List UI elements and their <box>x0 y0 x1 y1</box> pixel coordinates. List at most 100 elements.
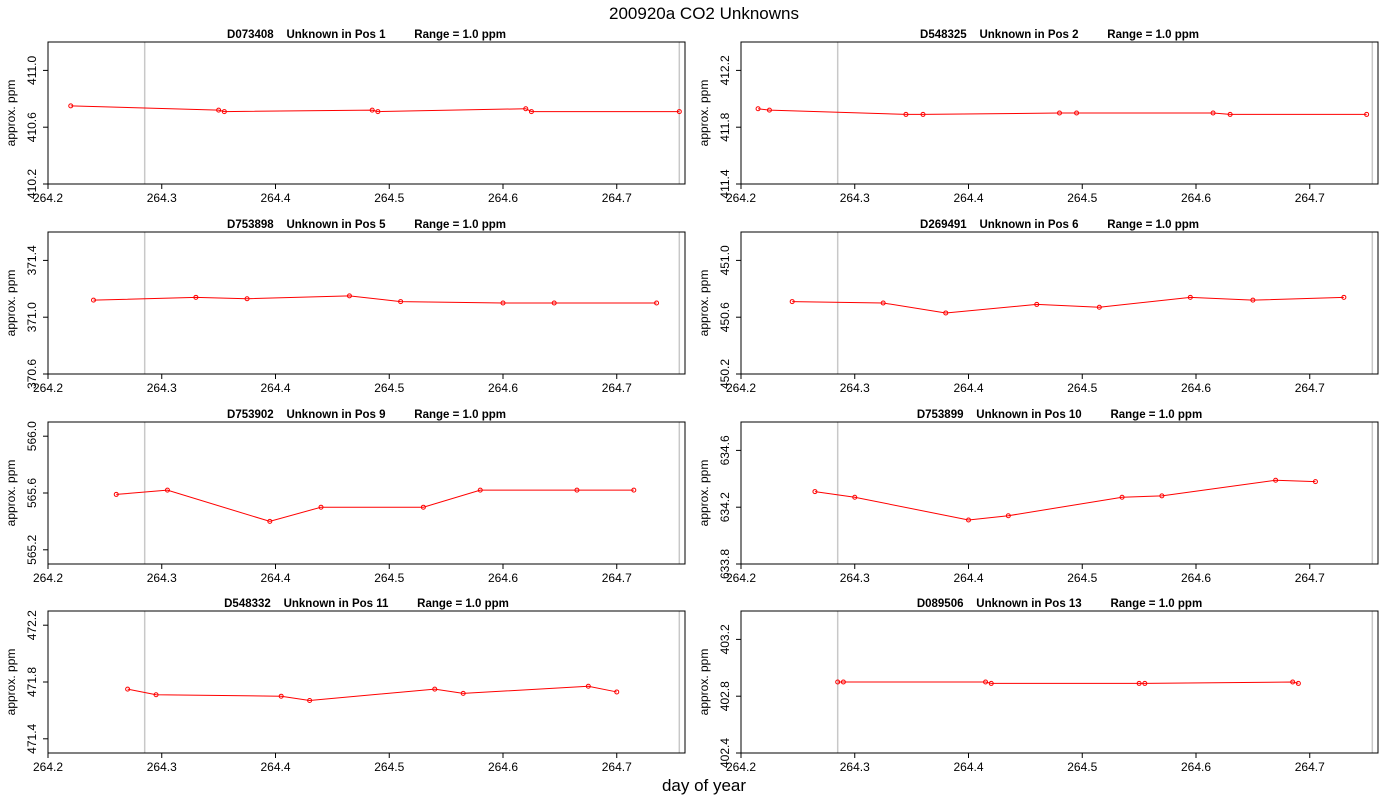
panels: D073408 Unknown in Pos 1 Range = 1.0 ppm… <box>4 29 1379 774</box>
plot-area <box>740 231 1379 375</box>
figure-title: 200920a CO2 Unknowns <box>609 4 799 23</box>
data-point <box>221 109 227 115</box>
y-tick-label: 410.2 <box>25 169 39 199</box>
x-tick-label: 264.6 <box>1181 191 1211 205</box>
x-tick-label: 264.3 <box>840 191 870 205</box>
x-tick-label: 264.4 <box>953 191 983 205</box>
data-point <box>528 109 534 115</box>
y-tick-label: 403.2 <box>718 624 732 654</box>
data-point <box>1142 680 1148 686</box>
y-tick-label: 412.2 <box>718 55 732 85</box>
x-tick-label: 264.4 <box>260 760 290 774</box>
y-tick-label: 471.4 <box>25 723 39 753</box>
data-point <box>614 689 620 695</box>
data-point <box>1119 494 1125 500</box>
x-tick-label: 264.2 <box>33 381 63 395</box>
panel-title: D269491 Unknown in Pos 6 Range = 1.0 ppm <box>920 219 1199 231</box>
data-point <box>789 299 795 305</box>
figure-xlabel: day of year <box>662 776 746 795</box>
x-tick-label: 264.3 <box>147 760 177 774</box>
x-tick-label: 264.6 <box>488 381 518 395</box>
data-point <box>1096 304 1102 310</box>
data-point <box>766 107 772 113</box>
panel-title: D753899 Unknown in Pos 10 Range = 1.0 pp… <box>917 409 1202 421</box>
data-point <box>1227 111 1233 117</box>
data-point <box>1136 680 1142 686</box>
y-tick-label: 411.4 <box>718 169 732 198</box>
x-tick-label: 264.4 <box>953 381 983 395</box>
x-tick-label: 264.6 <box>1181 571 1211 585</box>
x-tick-label: 264.5 <box>374 571 404 585</box>
data-point <box>375 109 381 115</box>
data-point <box>840 679 846 685</box>
data-point <box>983 679 989 685</box>
data-point <box>943 310 949 316</box>
x-tick-label: 264.2 <box>33 571 63 585</box>
x-tick-label: 264.5 <box>1067 760 1097 774</box>
data-point <box>988 680 994 686</box>
panel-1: D073408 Unknown in Pos 1 Range = 1.0 ppm… <box>4 29 686 205</box>
x-tick-label: 264.7 <box>1295 381 1325 395</box>
x-tick-label: 264.4 <box>953 760 983 774</box>
data-point <box>903 111 909 117</box>
y-tick-label: 565.6 <box>25 478 39 508</box>
data-point <box>1312 479 1318 485</box>
x-tick-label: 264.4 <box>260 191 290 205</box>
series-line <box>814 479 1316 521</box>
y-tick-label: 402.8 <box>718 681 732 711</box>
x-tick-label: 264.2 <box>726 760 756 774</box>
data-point <box>523 106 529 112</box>
panel-8: D089506 Unknown in Pos 13 Range = 1.0 pp… <box>697 598 1379 774</box>
data-point <box>477 487 483 493</box>
data-point <box>1074 110 1080 116</box>
data-point <box>278 693 284 699</box>
data-point <box>398 299 404 305</box>
x-tick-label: 264.2 <box>33 191 63 205</box>
data-point <box>852 494 858 500</box>
plot-area <box>47 41 686 185</box>
data-point <box>193 294 199 300</box>
data-point <box>91 297 96 303</box>
y-tick-label: 411.8 <box>718 112 732 141</box>
y-tick-label: 633.8 <box>718 549 732 579</box>
x-tick-label: 264.7 <box>602 381 632 395</box>
x-tick-label: 264.7 <box>1295 191 1325 205</box>
panel-7: D548332 Unknown in Pos 11 Range = 1.0 pp… <box>4 598 686 774</box>
y-axis-label: approx. ppm <box>697 460 711 527</box>
x-tick-label: 264.5 <box>374 191 404 205</box>
data-point <box>346 293 352 299</box>
x-tick-label: 264.6 <box>1181 381 1211 395</box>
data-point <box>755 106 761 112</box>
plot-area <box>740 421 1379 565</box>
data-point <box>574 487 580 493</box>
data-point <box>164 487 170 493</box>
y-axis-label: approx. ppm <box>4 270 18 337</box>
x-tick-label: 264.7 <box>1295 760 1325 774</box>
panel-3: D753898 Unknown in Pos 5 Range = 1.0 ppm… <box>4 219 686 395</box>
data-point <box>880 300 886 306</box>
x-tick-label: 264.5 <box>374 381 404 395</box>
data-point <box>966 517 971 523</box>
x-tick-label: 264.3 <box>147 571 177 585</box>
y-tick-label: 450.2 <box>718 359 732 389</box>
data-point <box>267 518 273 524</box>
x-tick-label: 264.7 <box>1295 571 1325 585</box>
y-tick-label: 634.2 <box>718 492 732 522</box>
y-axis-label: approx. ppm <box>697 80 711 147</box>
x-tick-label: 264.2 <box>726 381 756 395</box>
y-tick-label: 370.6 <box>25 359 39 389</box>
plot-area <box>47 231 686 375</box>
data-point <box>420 504 426 510</box>
data-point <box>1005 513 1011 519</box>
x-tick-label: 264.6 <box>488 760 518 774</box>
series-line <box>127 685 617 701</box>
data-point <box>1273 477 1279 483</box>
y-tick-label: 566.0 <box>25 421 39 451</box>
data-point <box>68 103 74 109</box>
x-tick-label: 264.5 <box>1067 191 1097 205</box>
data-point <box>1210 110 1216 116</box>
data-point <box>113 491 119 497</box>
x-tick-label: 264.3 <box>840 381 870 395</box>
data-point <box>369 107 375 113</box>
y-axis-label: approx. ppm <box>4 460 18 527</box>
